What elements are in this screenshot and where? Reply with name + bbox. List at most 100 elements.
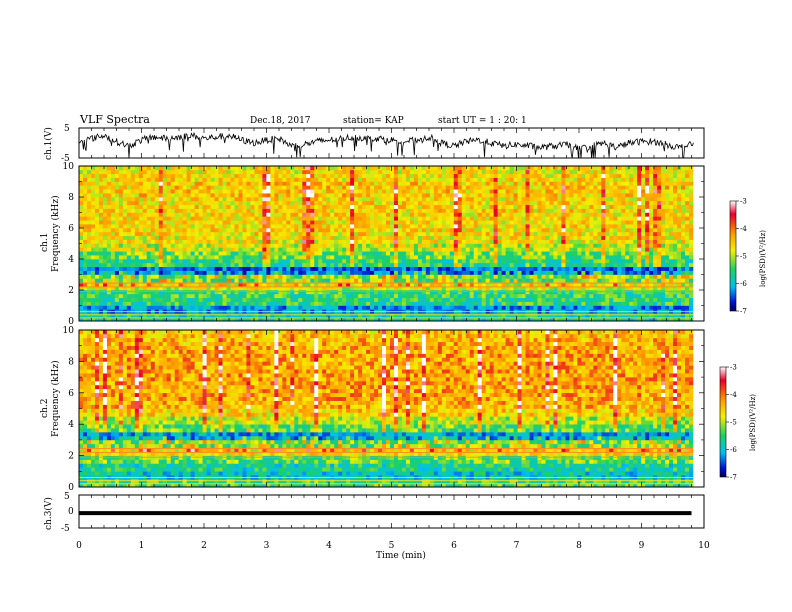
spectrogram-cell — [533, 228, 538, 233]
spectrogram-cell — [661, 228, 666, 233]
spectrogram-cell — [382, 266, 387, 271]
spectrogram-cell — [601, 305, 606, 310]
spectrogram-cell — [182, 220, 187, 225]
spectrogram-cell — [98, 216, 104, 221]
spectrogram-cell — [389, 235, 395, 240]
date-label: Dec.18, 2017 — [250, 116, 311, 126]
spectrogram-cell — [681, 220, 686, 225]
spectrogram-cell — [661, 200, 666, 206]
spectrogram-cell — [677, 204, 682, 209]
spectrogram-cell — [409, 317, 415, 322]
spectrogram-cell — [581, 262, 586, 268]
spectrogram-cell — [322, 216, 327, 221]
spectrogram-cell — [493, 274, 498, 279]
spectrogram-cell — [258, 197, 263, 202]
spectrogram-cell — [166, 224, 171, 229]
spectrogram-cell — [330, 197, 335, 202]
spectrogram-cell — [469, 208, 475, 213]
spectrogram-cell — [194, 313, 199, 318]
spectrogram-cell — [409, 313, 415, 318]
spectrogram-cell — [481, 282, 486, 287]
spectrogram-cell — [286, 208, 291, 213]
spectrogram-cell — [509, 208, 514, 213]
spectrogram-cell — [521, 274, 526, 279]
spectrogram-cell — [425, 305, 431, 310]
spectrogram-cell — [126, 282, 132, 287]
spectrogram-cell — [298, 220, 303, 225]
spectrogram-cell — [393, 290, 399, 295]
spectrogram-cell — [597, 317, 602, 322]
spectrogram-cell — [82, 247, 88, 252]
spectrogram-cell — [170, 208, 175, 213]
spectrogram-cell — [226, 197, 231, 202]
spectrogram-cell — [481, 208, 486, 213]
spectrogram-cell — [673, 301, 678, 306]
spectrogram-cell — [525, 286, 530, 291]
spectrogram-cell — [130, 247, 136, 252]
spectrogram-cell — [102, 200, 108, 206]
spectrogram-cell — [517, 274, 522, 279]
spectrogram-cell — [589, 228, 594, 233]
spectrogram-cell — [250, 231, 255, 237]
spectrogram-cell — [334, 216, 339, 221]
spectrogram-cell — [637, 224, 642, 229]
spectrogram-cell — [449, 290, 455, 295]
spectrogram-cell — [653, 247, 658, 252]
spectrogram-cell — [557, 255, 562, 260]
spectrogram-cell — [310, 293, 315, 299]
spectrogram-cell — [270, 305, 275, 310]
spectrogram-cell — [162, 204, 168, 209]
spectrogram-cell — [110, 286, 116, 291]
spectrogram-cell — [182, 301, 187, 306]
spectrogram-cell — [441, 274, 447, 279]
spectrogram-cell — [641, 305, 646, 310]
spectrogram-cell — [150, 286, 156, 291]
spectrogram-cell — [178, 301, 183, 306]
spectrogram-cell — [645, 231, 650, 237]
spectrogram-cell — [641, 278, 646, 283]
spectrogram-cell — [138, 293, 144, 299]
spectrogram-cell — [513, 204, 518, 209]
spectrogram-cell — [86, 286, 92, 291]
spectrogram-cell — [577, 305, 582, 310]
spectrogram-cell — [665, 278, 670, 283]
spectrogram-cell — [202, 193, 207, 198]
spectrogram-cell — [378, 204, 383, 209]
spectrogram-cell — [134, 297, 140, 302]
spectrogram-cell — [681, 247, 686, 252]
spectrogram-cell — [366, 262, 371, 268]
spectrogram-cell — [278, 317, 283, 322]
spectrogram-cell — [266, 278, 271, 283]
spectrogram-cell — [605, 231, 610, 237]
spectrogram-cell — [457, 290, 463, 295]
spectrogram-cell — [597, 274, 602, 279]
spectrogram-cell — [102, 278, 108, 283]
spectrogram-cell — [158, 313, 164, 318]
spectrogram-cell — [154, 301, 160, 306]
spectrogram-cell — [142, 247, 148, 252]
spectrogram-cell — [82, 220, 88, 225]
spectrogram-cell — [569, 278, 574, 283]
spectrogram-cell — [138, 200, 144, 206]
spectrogram-cell — [457, 313, 463, 318]
spectrogram-cell — [621, 301, 626, 306]
spectrogram-cell — [254, 220, 259, 225]
spectrogram-cell — [425, 212, 431, 217]
spectrogram-cell — [517, 301, 522, 306]
spectrogram-cell — [661, 220, 666, 225]
spectrogram-cell — [134, 251, 140, 256]
spectrogram-cell — [505, 224, 510, 229]
spectrogram-cell — [405, 231, 411, 237]
spectrogram-cell — [366, 255, 371, 260]
spectrogram-cell — [509, 235, 514, 240]
spectrogram-cell — [561, 270, 566, 275]
spectrogram-cell — [409, 204, 415, 209]
spectrogram-cell — [250, 270, 255, 275]
spectrogram-cell — [362, 313, 367, 318]
spectrogram-cell — [306, 212, 311, 217]
spectrogram-cell — [154, 231, 160, 237]
spectrogram-cell — [545, 208, 550, 213]
spectrogram-cell — [210, 243, 215, 248]
spectrogram-cell — [501, 270, 506, 275]
spectrogram-cell — [206, 224, 211, 229]
